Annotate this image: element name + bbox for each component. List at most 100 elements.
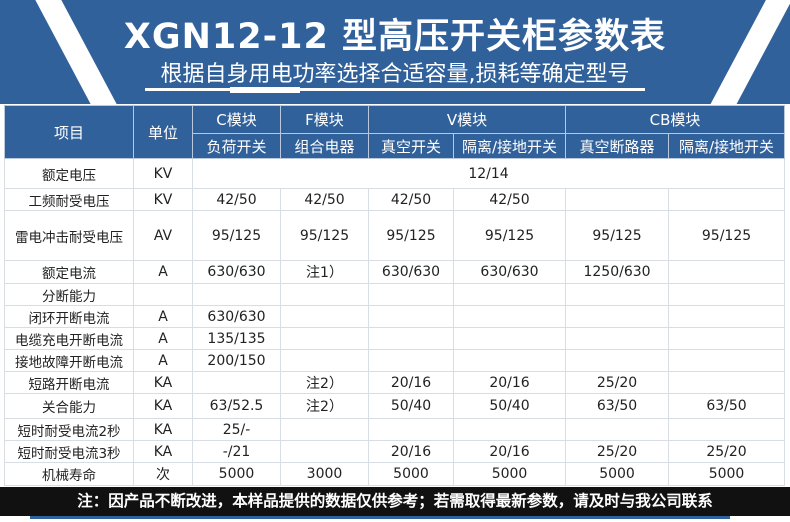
cell: 短路开断电流 — [4, 371, 134, 394]
header-sub: 真空断路器 — [565, 133, 670, 159]
cell — [368, 283, 454, 306]
cell: 5000 — [192, 462, 281, 486]
cell — [565, 283, 670, 306]
header-group: CB模块 — [565, 105, 786, 134]
cell: 次 — [133, 462, 193, 486]
cell: 95/125 — [565, 210, 670, 261]
cell: 25/- — [192, 418, 281, 441]
header-sub: 组合电器 — [280, 133, 369, 159]
table-row: 短路开断电流 KA 注2） 20/16 20/16 25/20 — [4, 371, 786, 394]
table-row: 电缆充电开断电流 A 135/135 — [4, 327, 786, 350]
cell — [280, 440, 369, 463]
cell: 630/630 — [192, 305, 281, 328]
cell — [452, 305, 567, 328]
parameter-table: 项目 单位 C模块 F模块 V模块 CB模块 负荷开关 组合电器 真空开关 隔离/接地… — [4, 105, 786, 486]
footer-line — [30, 516, 730, 519]
divider-accent — [230, 87, 300, 93]
header-banner: XGN12-12 型高压开关柜参数表 根据自身用电功率选择合适容量,损耗等确定型… — [0, 0, 790, 104]
divider — [145, 88, 645, 91]
cell: 12/14 — [191, 158, 786, 189]
cell: 分断能力 — [4, 283, 134, 306]
cell: A — [133, 260, 193, 284]
cell — [280, 418, 369, 441]
cell: 42/50 — [368, 188, 454, 211]
table-row: 雷电冲击耐受电压 AV 95/125 95/125 95/125 95/125 95/125… — [4, 210, 786, 261]
header-group: V模块 — [367, 105, 567, 134]
table-row: 关合能力 KA 63/52.5 注2） 50/40 50/40 63/50 63/50 — [4, 393, 786, 419]
header-sub: 隔离/接地开关 — [668, 133, 786, 159]
cell: 5000 — [565, 462, 670, 486]
cell: 95/125 — [192, 210, 281, 261]
cell — [452, 283, 567, 306]
cell — [668, 305, 786, 328]
cell: 20/16 — [452, 440, 567, 463]
cell: 注2） — [280, 371, 369, 394]
cell: KV — [133, 158, 193, 189]
cell: 95/125 — [452, 210, 567, 261]
header-sub: 真空开关 — [368, 133, 454, 159]
header-unit: 单位 — [133, 105, 193, 159]
cell — [668, 283, 786, 306]
table-row: 额定电流 A 630/630 注1） 630/630 630/630 1250/630 — [4, 260, 786, 284]
cell: 1250/630 — [565, 260, 670, 284]
cell: 42/50 — [452, 188, 567, 211]
table-row: 分断能力 — [4, 283, 786, 306]
cell — [368, 305, 454, 328]
header-sub: 隔离/接地开关 — [452, 133, 567, 159]
cell — [452, 349, 567, 372]
cell: 5000 — [368, 462, 454, 486]
cell — [452, 418, 567, 441]
cell: A — [133, 327, 193, 350]
cell — [368, 349, 454, 372]
cell: 95/125 — [668, 210, 786, 261]
cell: 接地故障开断电流 — [4, 349, 134, 372]
cell: 3000 — [280, 462, 369, 486]
cell — [565, 188, 670, 211]
cell: 短时耐受电流2秒 — [4, 418, 134, 441]
cell: 95/125 — [280, 210, 369, 261]
header-group: F模块 — [280, 105, 369, 134]
cell: 200/150 — [192, 349, 281, 372]
cell — [668, 371, 786, 394]
cell: 工频耐受电压 — [4, 188, 134, 211]
cell: 63/50 — [668, 393, 786, 419]
table-row: 接地故障开断电流 A 200/150 — [4, 349, 786, 372]
cell: 50/40 — [452, 393, 567, 419]
cell — [668, 188, 786, 211]
header-group: C模块 — [192, 105, 281, 134]
cell: 630/630 — [192, 260, 281, 284]
cell — [668, 260, 786, 284]
cell: 42/50 — [280, 188, 369, 211]
cell: 135/135 — [192, 327, 281, 350]
cell: KA — [133, 440, 193, 463]
cell: 25/20 — [668, 440, 786, 463]
cell: KA — [133, 371, 193, 394]
cell — [668, 418, 786, 441]
page-subtitle: 根据自身用电功率选择合适容量,损耗等确定型号 — [160, 62, 630, 87]
cell: A — [133, 305, 193, 328]
cell — [280, 327, 369, 350]
cell: 闭环开断电流 — [4, 305, 134, 328]
cell — [280, 349, 369, 372]
cell: 630/630 — [452, 260, 567, 284]
cell — [565, 305, 670, 328]
cell: 短时耐受电流3秒 — [4, 440, 134, 463]
cell: 5000 — [452, 462, 567, 486]
cell — [280, 305, 369, 328]
table-row: 额定电压 KV 12/14 — [4, 158, 786, 189]
cell: 雷电冲击耐受电压 — [4, 210, 134, 261]
table-row: 闭环开断电流 A 630/630 — [4, 305, 786, 328]
cell — [668, 327, 786, 350]
cell: KV — [133, 188, 193, 211]
cell: 50/40 — [368, 393, 454, 419]
cell: KA — [133, 393, 193, 419]
cell: 42/50 — [192, 188, 281, 211]
cell — [133, 283, 193, 306]
cell: 20/16 — [368, 440, 454, 463]
cell — [565, 418, 670, 441]
cell: AV — [133, 210, 193, 261]
cell — [368, 418, 454, 441]
cell: 额定电流 — [4, 260, 134, 284]
cell: 注1） — [280, 260, 369, 284]
cell: KA — [133, 418, 193, 441]
